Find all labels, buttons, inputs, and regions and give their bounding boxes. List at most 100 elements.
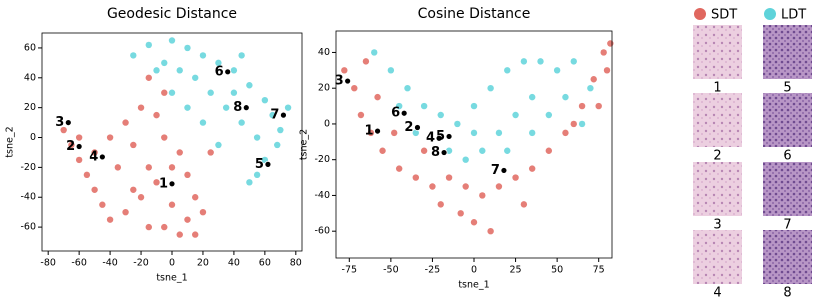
y-axis-label: tsne_2	[299, 129, 310, 160]
y-tick-label: -40	[314, 190, 330, 201]
point	[199, 119, 207, 126]
x-tick-label: -80	[40, 258, 56, 269]
point-label: 2	[404, 120, 413, 135]
point	[390, 129, 398, 137]
x-tick-label: 50	[551, 265, 563, 276]
point-label: 4	[89, 149, 98, 164]
point	[404, 84, 411, 92]
point	[277, 126, 284, 134]
x-axis-label: tsne_1	[156, 273, 187, 284]
x-tick-label: 80	[290, 258, 302, 269]
point-label: 8	[431, 145, 440, 160]
point	[130, 141, 137, 149]
highlight-point	[414, 124, 421, 131]
point-label: 1	[159, 176, 168, 191]
point	[528, 93, 536, 101]
x-tick-label: 75	[593, 265, 605, 276]
y-tick-label: 20	[24, 102, 36, 113]
x-tick-label: 40	[228, 258, 240, 269]
thumbnail-label: 4	[713, 286, 721, 300]
point	[470, 219, 478, 226]
highlight-point	[242, 104, 250, 112]
point	[145, 74, 152, 81]
point-label: 8	[233, 100, 242, 115]
point	[230, 89, 238, 96]
y-tick-label: 20	[318, 83, 330, 94]
point-label: 7	[270, 108, 279, 123]
highlight-point	[75, 143, 83, 150]
highlight-point	[400, 109, 408, 117]
point	[362, 58, 370, 65]
point	[122, 119, 129, 126]
highlight-point	[280, 111, 287, 119]
point	[99, 201, 106, 208]
point-label: 5	[255, 157, 264, 172]
point	[429, 183, 436, 190]
point	[207, 149, 214, 156]
point	[274, 141, 281, 149]
point	[590, 76, 597, 83]
point	[470, 129, 478, 137]
point	[253, 134, 261, 141]
thumbnail-image	[693, 93, 742, 147]
point	[351, 84, 358, 92]
point	[246, 82, 253, 89]
point	[161, 134, 168, 141]
point	[367, 129, 375, 137]
point	[192, 74, 199, 81]
point	[545, 147, 553, 154]
thumbnail-image	[693, 162, 742, 216]
point	[412, 129, 420, 137]
point	[153, 67, 160, 74]
point	[371, 49, 378, 56]
point	[341, 67, 348, 74]
point	[445, 174, 453, 181]
chart-title: Geodesic Distance	[107, 6, 237, 22]
chart-title: Cosine Distance	[418, 6, 531, 22]
x-tick-label: 0	[169, 258, 175, 269]
point	[528, 129, 536, 137]
point	[387, 67, 395, 74]
x-tick-label: 0	[471, 265, 477, 276]
y-tick-label: -20	[20, 162, 36, 173]
highlight-point	[64, 119, 72, 126]
point	[420, 102, 428, 110]
legend-label: SDT	[711, 8, 737, 23]
y-tick-label: -60	[314, 226, 330, 237]
point	[106, 134, 114, 141]
point	[454, 120, 461, 128]
thumbnail-image	[763, 230, 812, 284]
point	[479, 192, 486, 199]
point	[603, 67, 611, 74]
thumbnail-image	[693, 25, 742, 79]
y-tick-label: -20	[314, 154, 330, 165]
point	[512, 111, 519, 119]
point	[253, 171, 261, 179]
y-tick-label: 60	[24, 42, 36, 53]
x-tick-label: -40	[102, 258, 118, 269]
thumbnail-image	[763, 93, 812, 147]
point	[153, 179, 160, 186]
point	[199, 208, 207, 216]
point	[161, 223, 168, 231]
point	[420, 147, 428, 154]
thumbnail-label: 2	[713, 149, 721, 164]
highlight-point	[98, 153, 106, 161]
highlight-point	[440, 149, 448, 156]
point	[199, 52, 207, 59]
highlight-point	[264, 160, 272, 168]
point	[83, 171, 91, 179]
point	[284, 104, 292, 111]
point-label: 7	[491, 163, 500, 178]
point	[184, 104, 191, 111]
point	[68, 141, 75, 149]
point	[91, 186, 98, 193]
point	[487, 84, 494, 92]
point	[161, 59, 168, 67]
thumbnail-image	[693, 230, 742, 284]
point	[238, 119, 245, 126]
point	[238, 52, 245, 59]
point	[553, 67, 561, 74]
highlight-point	[344, 77, 352, 85]
legend-label: LDT	[781, 8, 806, 23]
